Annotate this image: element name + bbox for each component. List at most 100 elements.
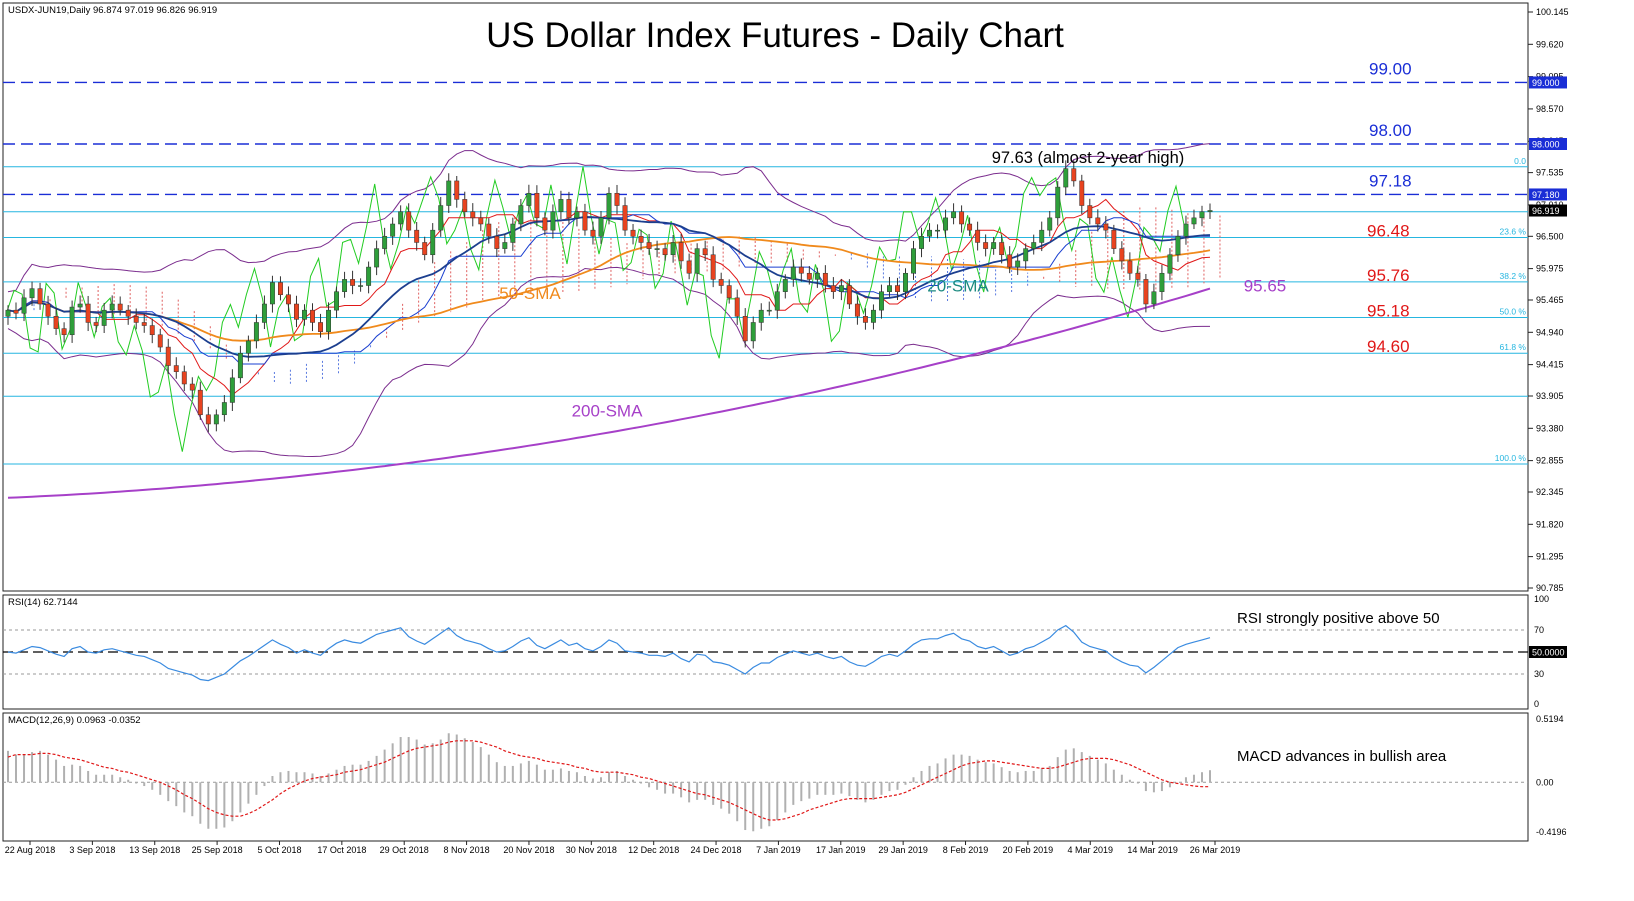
fib-label-4: 61.8 % — [1500, 342, 1527, 352]
macd-annotation: MACD advances in bullish area — [1237, 748, 1447, 765]
x-tick-label: 25 Sep 2018 — [192, 845, 243, 855]
candle-body — [903, 272, 908, 292]
fib-label-3: 50.0 % — [1500, 307, 1527, 317]
candle-body — [318, 322, 323, 332]
candle-body — [526, 192, 532, 206]
rsi-tick-label: 50.0000 — [1532, 648, 1565, 658]
candle-body — [1127, 260, 1133, 274]
candle-body — [37, 288, 43, 305]
x-tick-label: 5 Oct 2018 — [257, 845, 301, 855]
candle-body — [991, 242, 997, 249]
y-tick-label: 97.535 — [1536, 168, 1564, 178]
candle-body — [470, 211, 476, 219]
y-tick-label: 96.500 — [1536, 231, 1564, 241]
candle-body — [229, 377, 235, 403]
x-tick-label: 12 Dec 2018 — [628, 845, 679, 855]
candle-body — [157, 334, 163, 348]
candle-body — [1199, 211, 1205, 219]
y-tick-label: 94.940 — [1536, 327, 1564, 337]
x-tick-label: 20 Nov 2018 — [503, 845, 554, 855]
candle-body — [1071, 168, 1077, 182]
candle-body — [943, 217, 949, 231]
candle-body — [133, 316, 139, 323]
x-tick-label: 30 Nov 2018 — [566, 845, 617, 855]
y-tick-label: 95.975 — [1536, 264, 1564, 274]
candle-body — [1031, 242, 1037, 249]
x-tick-label: 26 Mar 2019 — [1190, 845, 1241, 855]
candle-body — [334, 291, 340, 311]
rsi-panel: 100 70 50.0000 30 0 RSI(14) 62.7144 RSI stro… — [2, 594, 1567, 710]
candle-body — [53, 316, 59, 329]
candle-body — [862, 316, 868, 323]
level-label-6: 94.60 — [1367, 337, 1410, 356]
candle-body — [462, 199, 468, 212]
x-tick-label: 24 Dec 2018 — [691, 845, 742, 855]
candle-body — [967, 223, 973, 231]
candle-body — [1063, 168, 1069, 188]
candle-body — [29, 288, 35, 299]
bollinger-upper — [7, 143, 1211, 293]
candle-body — [870, 309, 876, 323]
sma200-line — [7, 287, 1211, 499]
candle-body — [1135, 272, 1141, 280]
y-tick-label: 99.620 — [1536, 39, 1564, 49]
candle-body — [502, 242, 508, 249]
annotation-high: 97.63 (almost 2-year high) — [992, 149, 1185, 167]
candle-body — [734, 297, 740, 317]
candle-body — [959, 211, 965, 225]
candle-body — [1039, 229, 1045, 243]
y-tick-label: 91.295 — [1536, 552, 1564, 562]
annotation-sma50: 50-SMA — [499, 284, 561, 303]
x-axis: 22 Aug 2018 3 Sep 2018 13 Sep 2018 25 Sep 2… — [5, 841, 1241, 855]
fib-label-0: 0.0 — [1514, 156, 1526, 166]
candle-body — [302, 309, 307, 320]
y-tick-label: 98.570 — [1536, 104, 1564, 114]
candle-body — [454, 180, 460, 200]
candle-body — [951, 211, 957, 219]
candle-body — [277, 282, 283, 296]
rsi-tick-label: 0 — [1534, 699, 1539, 709]
candle-body — [1207, 210, 1213, 212]
candle-body — [814, 272, 820, 280]
rsi-annotation: RSI strongly positive above 50 — [1237, 610, 1440, 627]
x-tick-label: 29 Oct 2018 — [380, 845, 429, 855]
candle-body — [510, 223, 516, 243]
candle-body — [237, 352, 243, 379]
price-box — [1529, 188, 1567, 201]
candle-body — [390, 223, 396, 237]
macd-panel-frame — [2, 712, 1529, 842]
candle-body — [983, 242, 989, 249]
candle-body — [742, 316, 748, 342]
price-box-label: 99.000 — [1532, 78, 1560, 88]
candle-body — [670, 242, 676, 256]
candle-body — [686, 260, 692, 274]
candle-body — [342, 279, 348, 292]
candle-body — [478, 217, 484, 225]
x-tick-label: 4 Mar 2019 — [1067, 845, 1113, 855]
candle-body — [1119, 248, 1125, 262]
fib-label-1: 23.6 % — [1500, 227, 1527, 237]
candle-body — [750, 322, 756, 342]
candle-body — [790, 266, 796, 280]
candle-body — [221, 402, 227, 416]
resistance-label-2: 97.18 — [1369, 171, 1412, 190]
candle-body — [574, 211, 580, 219]
candle-body — [662, 248, 668, 256]
x-tick-label: 17 Oct 2018 — [317, 845, 366, 855]
candle-body — [710, 254, 716, 280]
rsi-value-box — [1529, 646, 1567, 658]
price-box-label: 97.180 — [1532, 190, 1560, 200]
candle-body — [1111, 229, 1117, 249]
candle-body — [294, 303, 299, 320]
candle-body — [1015, 260, 1021, 268]
macd-tick-label: 0.00 — [1536, 777, 1554, 787]
candle-body — [438, 205, 444, 231]
candle-body — [1103, 223, 1109, 231]
y-tick-label: 93.380 — [1536, 423, 1564, 433]
candle-body — [846, 285, 852, 305]
candle-body — [1159, 272, 1165, 292]
candle-body — [1007, 254, 1013, 268]
macd-tick-label: -0.4196 — [1536, 827, 1567, 837]
macd-tick-label: 0.5194 — [1536, 714, 1564, 724]
candle-body — [422, 242, 428, 256]
